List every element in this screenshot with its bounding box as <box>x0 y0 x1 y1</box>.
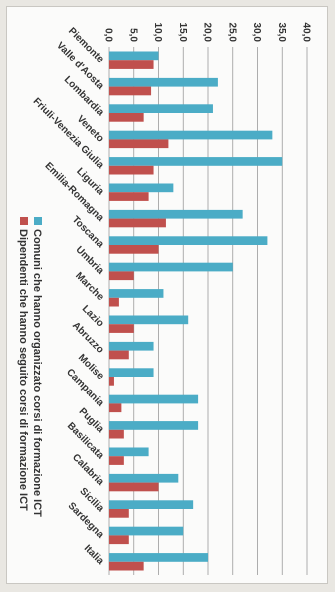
chart-frame: 0,0 5,0 10,0 15,0 20,0 25,0 30,0 35,0 40,0 Piemo… <box>6 6 328 584</box>
bar <box>109 456 124 465</box>
bar <box>109 262 233 272</box>
bar <box>109 526 184 536</box>
bar <box>109 394 199 404</box>
bar <box>109 421 199 430</box>
bar <box>109 236 268 245</box>
bar <box>108 289 164 298</box>
bar <box>109 165 154 175</box>
bar <box>109 341 154 351</box>
bar <box>109 403 122 413</box>
y-tick-label: 20,0 <box>202 23 213 43</box>
y-tick-label: 10,0 <box>152 23 163 43</box>
bar <box>109 183 174 193</box>
rotated-chart-group: 0,0 5,0 10,0 15,0 20,0 25,0 30,0 35,0 40,0 Piemo… <box>17 23 312 575</box>
legend-swatch-comuni <box>34 217 42 225</box>
y-tick-label: 5,0 <box>127 28 138 42</box>
legend-swatch-dipendenti <box>20 217 28 225</box>
legend: Comuni che hanno organizzato corsi di fo… <box>17 217 43 517</box>
x-category-label: Marche <box>73 270 106 303</box>
bar <box>108 561 144 571</box>
bar <box>109 324 134 333</box>
y-tick-label: 15,0 <box>177 23 188 43</box>
bar <box>109 271 134 281</box>
legend-label-dipendenti: Dipendenti che hanno seguito corsi di fo… <box>17 229 29 511</box>
bars <box>108 51 283 571</box>
bar <box>109 553 208 562</box>
bar <box>108 130 273 140</box>
bar <box>109 509 129 518</box>
bar <box>109 315 189 325</box>
gridlines <box>108 47 308 575</box>
bar <box>109 482 159 492</box>
bar <box>109 473 179 483</box>
bar <box>109 447 149 457</box>
bar <box>109 218 166 228</box>
y-tick-label: 30,0 <box>251 23 262 43</box>
bar <box>108 113 144 122</box>
x-category-label: Italia <box>82 543 106 567</box>
bar <box>109 60 154 69</box>
y-tick-label: 25,0 <box>226 23 237 43</box>
bar <box>109 51 159 61</box>
bar-chart: 0,0 5,0 10,0 15,0 20,0 25,0 30,0 35,0 40,0 Piemo… <box>17 23 312 575</box>
bar <box>109 192 149 201</box>
bar <box>108 500 194 509</box>
y-tick-label: 0,0 <box>103 28 114 42</box>
bar <box>109 157 283 166</box>
bar <box>108 297 119 307</box>
bar <box>109 245 159 254</box>
y-tick-label: 40,0 <box>301 23 312 43</box>
bar <box>108 377 114 386</box>
y-axis-ticks: 0,0 5,0 10,0 15,0 20,0 25,0 30,0 35,0 40,0 <box>103 23 312 43</box>
bar <box>109 535 129 545</box>
bar <box>108 139 169 149</box>
y-tick-label: 35,0 <box>276 23 287 43</box>
bar <box>109 429 124 439</box>
bar <box>109 350 129 360</box>
bar <box>109 104 213 114</box>
bar <box>108 86 152 96</box>
bar <box>109 368 154 377</box>
bar <box>109 209 243 219</box>
legend-label-comuni: Comuni che hanno organizzato corsi di fo… <box>31 229 43 517</box>
bar <box>109 77 218 87</box>
